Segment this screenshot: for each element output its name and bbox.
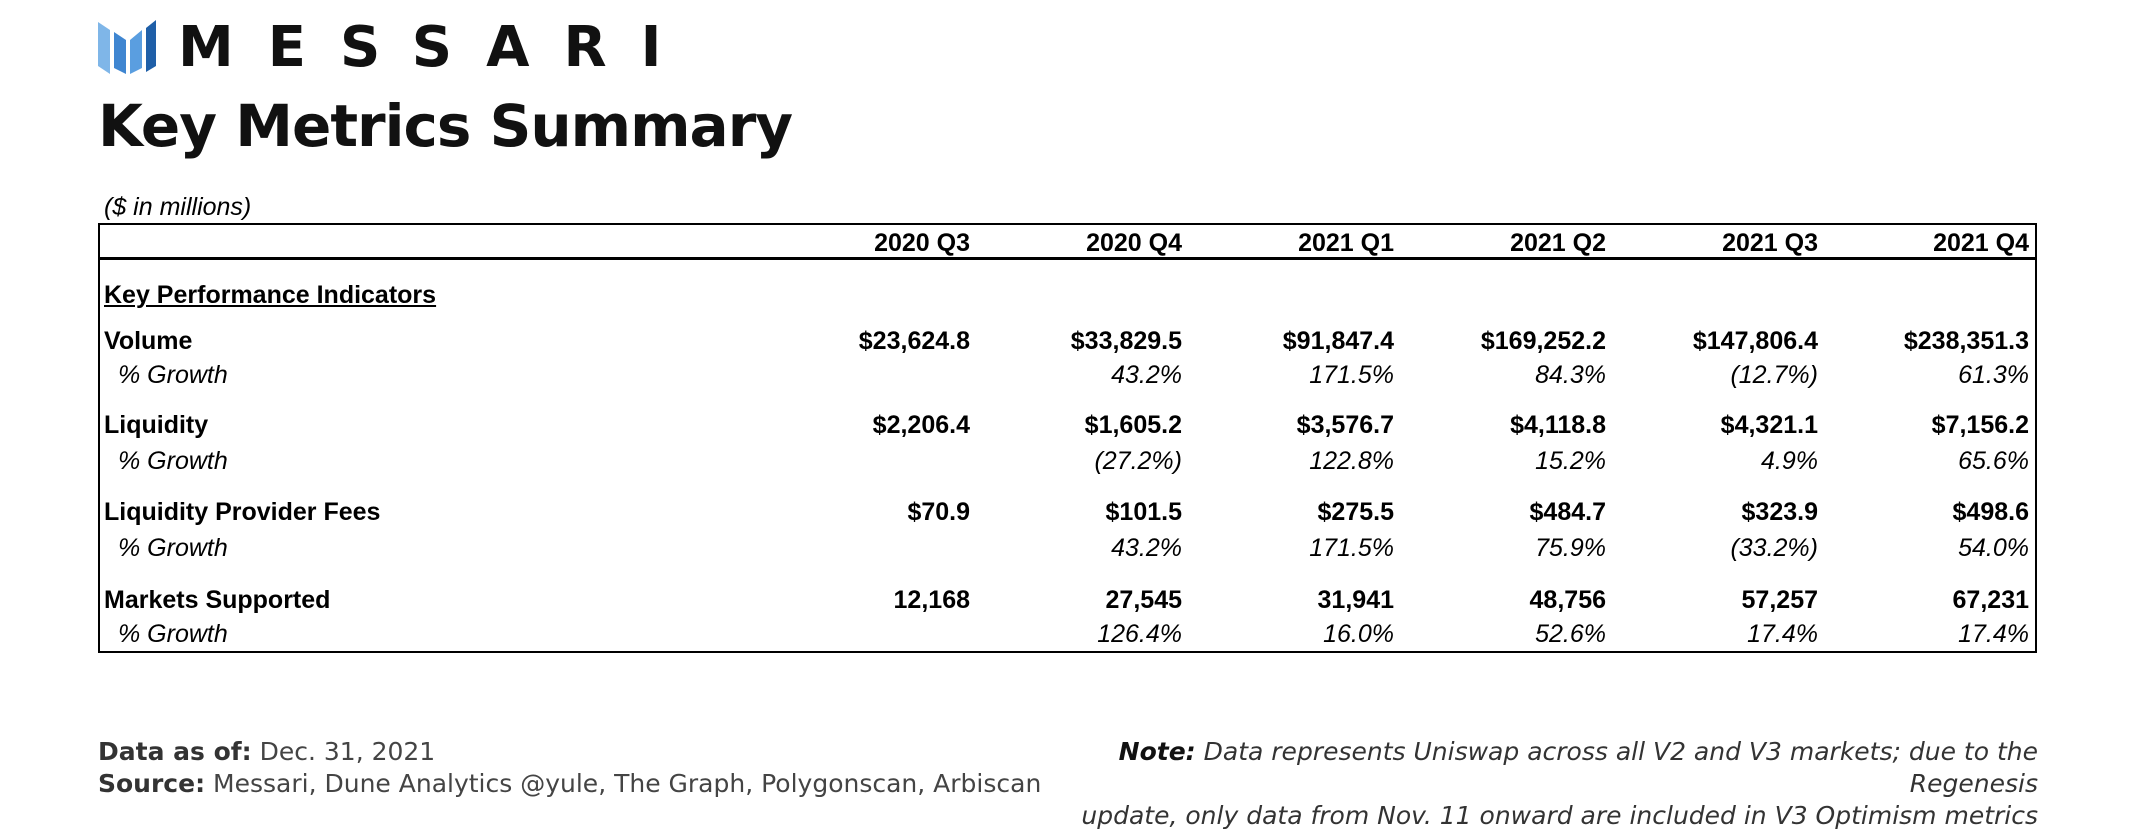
table-cell: 122.8% — [1309, 447, 1394, 475]
table-cell: (33.2%) — [1730, 534, 1818, 562]
table-cell: $101.5 — [1105, 498, 1182, 526]
table-cell: $33,829.5 — [1070, 327, 1182, 355]
table-row-markets-growth: % Growth 126.4% 16.0% 52.6% 17.4% 17.4% — [98, 616, 2037, 652]
note-label: Note: — [1118, 737, 1196, 766]
metric-label: Liquidity — [104, 411, 209, 439]
growth-label: % Growth — [118, 447, 228, 475]
table-cell: $238,351.3 — [1903, 327, 2029, 355]
table-cell: $4,118.8 — [1510, 411, 1606, 439]
section-label-kpi: Key Performance Indicators — [104, 281, 437, 309]
table-row-liquidity-growth: % Growth (27.2%) 122.8% 15.2% 4.9% 65.6% — [98, 443, 2037, 479]
table-cell: $275.5 — [1317, 498, 1394, 526]
table-cell: 48,756 — [1529, 586, 1606, 614]
data-as-of-label: Data as of: — [98, 737, 252, 766]
table-row-lp-fees-growth: % Growth 43.2% 171.5% 75.9% (33.2%) 54.0… — [98, 530, 2037, 566]
table-row-lp-fees: Liquidity Provider Fees $70.9 $101.5 $27… — [98, 494, 2037, 530]
table-cell: 75.9% — [1535, 534, 1606, 562]
column-header: 2021 Q3 — [1722, 229, 1818, 257]
table-cell: 16.0% — [1323, 620, 1394, 648]
table-cell: $498.6 — [1952, 498, 2029, 526]
column-header: 2020 Q4 — [1086, 229, 1182, 257]
metric-label: Volume — [104, 327, 193, 355]
table-cell: 65.6% — [1958, 447, 2029, 475]
data-as-of: Data as of: Dec. 31, 2021 — [98, 736, 1041, 768]
table-cell: 52.6% — [1535, 620, 1606, 648]
source: Source: Messari, Dune Analytics @yule, T… — [98, 768, 1041, 800]
table-cell: $3,576.7 — [1296, 411, 1394, 439]
data-as-of-value: Dec. 31, 2021 — [259, 737, 436, 766]
messari-logo: MESSARI — [96, 18, 695, 78]
table-cell: $147,806.4 — [1692, 327, 1818, 355]
table-row-volume: Volume $23,624.8 $33,829.5 $91,847.4 $16… — [98, 323, 2037, 359]
table-cell: $169,252.2 — [1480, 327, 1606, 355]
table-cell: 12,168 — [893, 586, 970, 614]
table-cell: 15.2% — [1535, 447, 1606, 475]
table-cell: $4,321.1 — [1720, 411, 1818, 439]
source-label: Source: — [98, 769, 206, 798]
table-header-row: 2020 Q3 2020 Q4 2021 Q1 2021 Q2 2021 Q3 … — [98, 225, 2037, 261]
source-value: Messari, Dune Analytics @yule, The Graph… — [213, 769, 1042, 798]
table-cell: $1,605.2 — [1084, 411, 1182, 439]
page-title: Key Metrics Summary — [98, 92, 793, 160]
table-cell: 57,257 — [1741, 586, 1818, 614]
table-cell: 17.4% — [1747, 620, 1818, 648]
table-cell: 171.5% — [1309, 361, 1394, 389]
table-cell: 171.5% — [1309, 534, 1394, 562]
table-row-volume-growth: % Growth 43.2% 171.5% 84.3% (12.7%) 61.3… — [98, 357, 2037, 393]
table-cell: 43.2% — [1111, 361, 1182, 389]
header-divider — [98, 257, 2037, 260]
metrics-table — [98, 223, 2037, 653]
table-cell: (27.2%) — [1094, 447, 1182, 475]
brand-wordmark: MESSARI — [178, 15, 696, 80]
growth-label: % Growth — [118, 620, 228, 648]
table-cell: $91,847.4 — [1282, 327, 1394, 355]
table-cell: 43.2% — [1111, 534, 1182, 562]
growth-label: % Growth — [118, 361, 228, 389]
table-cell: $2,206.4 — [872, 411, 970, 439]
table-cell: $7,156.2 — [1931, 411, 2029, 439]
metric-label: Markets Supported — [104, 586, 331, 614]
column-header: 2020 Q3 — [874, 229, 970, 257]
table-cell: 4.9% — [1761, 447, 1818, 475]
column-header: 2021 Q2 — [1510, 229, 1606, 257]
table-row-markets: Markets Supported 12,168 27,545 31,941 4… — [98, 582, 2037, 618]
table-cell: 27,545 — [1105, 586, 1182, 614]
note-text-1: Data represents Uniswap across all V2 an… — [1203, 737, 2038, 798]
table-cell: 67,231 — [1952, 586, 2029, 614]
table-cell: $484.7 — [1529, 498, 1606, 526]
table-row-liquidity: Liquidity $2,206.4 $1,605.2 $3,576.7 $4,… — [98, 407, 2037, 443]
table-cell: $23,624.8 — [858, 327, 970, 355]
footer-sources: Data as of: Dec. 31, 2021 Source: Messar… — [98, 736, 1041, 800]
table-cell: 17.4% — [1958, 620, 2029, 648]
metric-label: Liquidity Provider Fees — [104, 498, 381, 526]
table-cell: 31,941 — [1317, 586, 1394, 614]
table-cell: (12.7%) — [1730, 361, 1818, 389]
table-cell: $323.9 — [1741, 498, 1818, 526]
note-line-1: Note: Data represents Uniswap across all… — [1018, 736, 2038, 800]
units-note: ($ in millions) — [104, 193, 252, 221]
column-header: 2021 Q1 — [1298, 229, 1394, 257]
messari-logo-icon — [98, 20, 156, 74]
column-header: 2021 Q4 — [1933, 229, 2029, 257]
table-cell: 126.4% — [1097, 620, 1182, 648]
note-text-2: update, only data from Nov. 11 onward ar… — [1081, 801, 2038, 830]
table-cell: $70.9 — [907, 498, 970, 526]
footer-note: Note: Data represents Uniswap across all… — [1018, 736, 2038, 832]
table-cell: 61.3% — [1958, 361, 2029, 389]
table-cell: 84.3% — [1535, 361, 1606, 389]
growth-label: % Growth — [118, 534, 228, 562]
table-cell: 54.0% — [1958, 534, 2029, 562]
